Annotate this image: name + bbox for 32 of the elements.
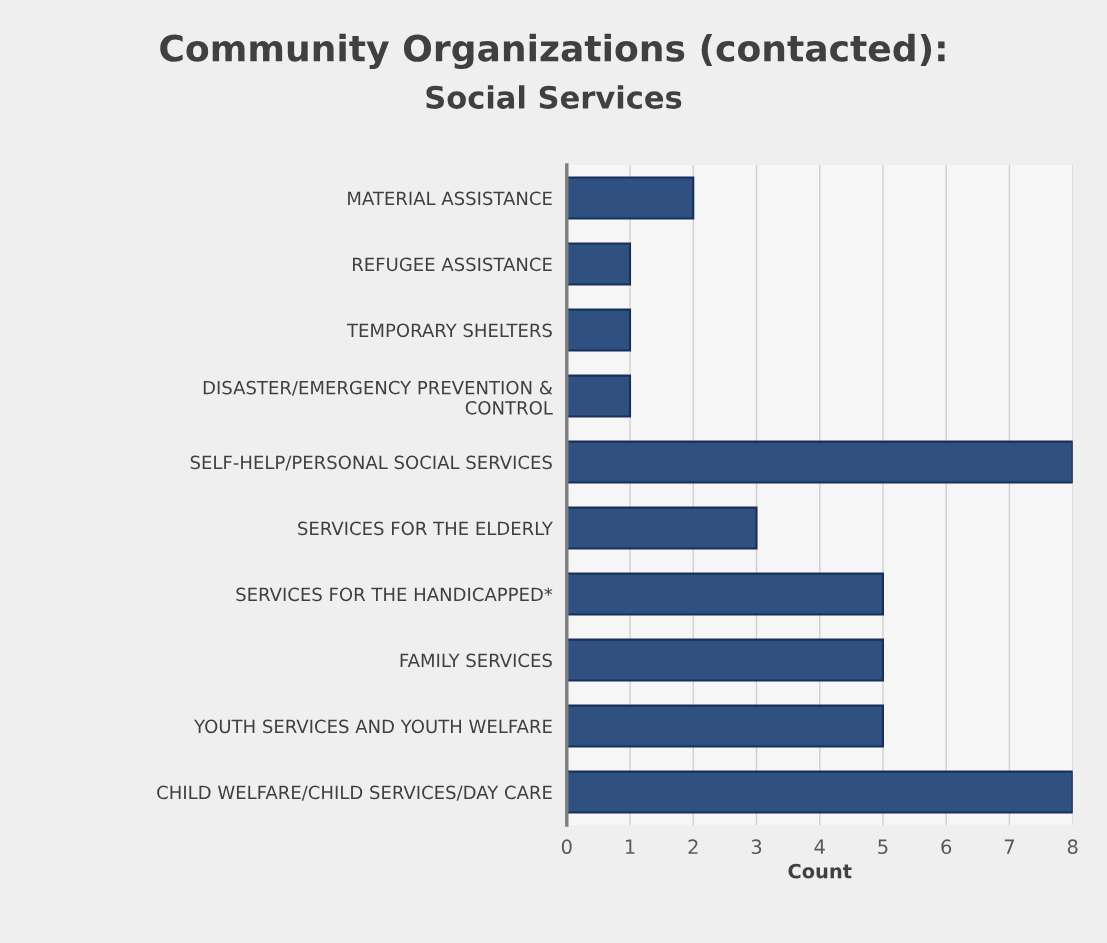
x-tick-label: 5 <box>878 839 888 855</box>
x-tick-label: 8 <box>1067 839 1078 855</box>
bar <box>566 374 632 418</box>
y-tick-label: YOUTH SERVICES AND YOUTH WELFARE <box>194 719 552 734</box>
y-tick-label: SELF-HELP/PERSONAL SOCIAL SERVICES <box>190 455 552 471</box>
y-tick-label: TEMPORARY SHELTERS <box>346 323 552 338</box>
y-tick-label: SERVICES FOR THE ELDERLY <box>298 521 553 536</box>
bar <box>566 638 885 682</box>
x-tick-label: 7 <box>1004 839 1014 854</box>
x-tick-label: 6 <box>941 839 952 855</box>
bar <box>566 770 1073 814</box>
chart-title: Community Organizations (contacted): <box>160 33 945 70</box>
y-tick-label: CHILD WELFARE/CHILD SERVICES/DAY CARE <box>157 785 552 801</box>
bar <box>566 176 695 220</box>
chart-subtitle: Social Services <box>426 85 682 109</box>
bar <box>566 704 885 748</box>
x-tick-label: 0 <box>561 839 572 855</box>
y-tick-label: DISASTER/EMERGENCY PREVENTION & CONTROL <box>203 380 553 415</box>
y-tick-label: SERVICES FOR THE HANDICAPPED* <box>236 587 553 602</box>
bar <box>566 572 885 616</box>
x-tick-label: 1 <box>625 839 635 854</box>
x-axis-title: Count <box>788 863 852 879</box>
y-tick-label: MATERIAL ASSISTANCE <box>348 191 552 206</box>
bar <box>566 440 1073 484</box>
x-tick-label: 4 <box>814 839 825 854</box>
x-tick-label: 2 <box>688 839 698 854</box>
y-tick-label: REFUGEE ASSISTANCE <box>353 257 552 272</box>
x-tick-label: 3 <box>751 839 762 855</box>
y-tick-label: FAMILY SERVICES <box>400 653 552 668</box>
bar <box>566 308 632 352</box>
bar <box>566 506 758 550</box>
bar <box>566 242 632 286</box>
